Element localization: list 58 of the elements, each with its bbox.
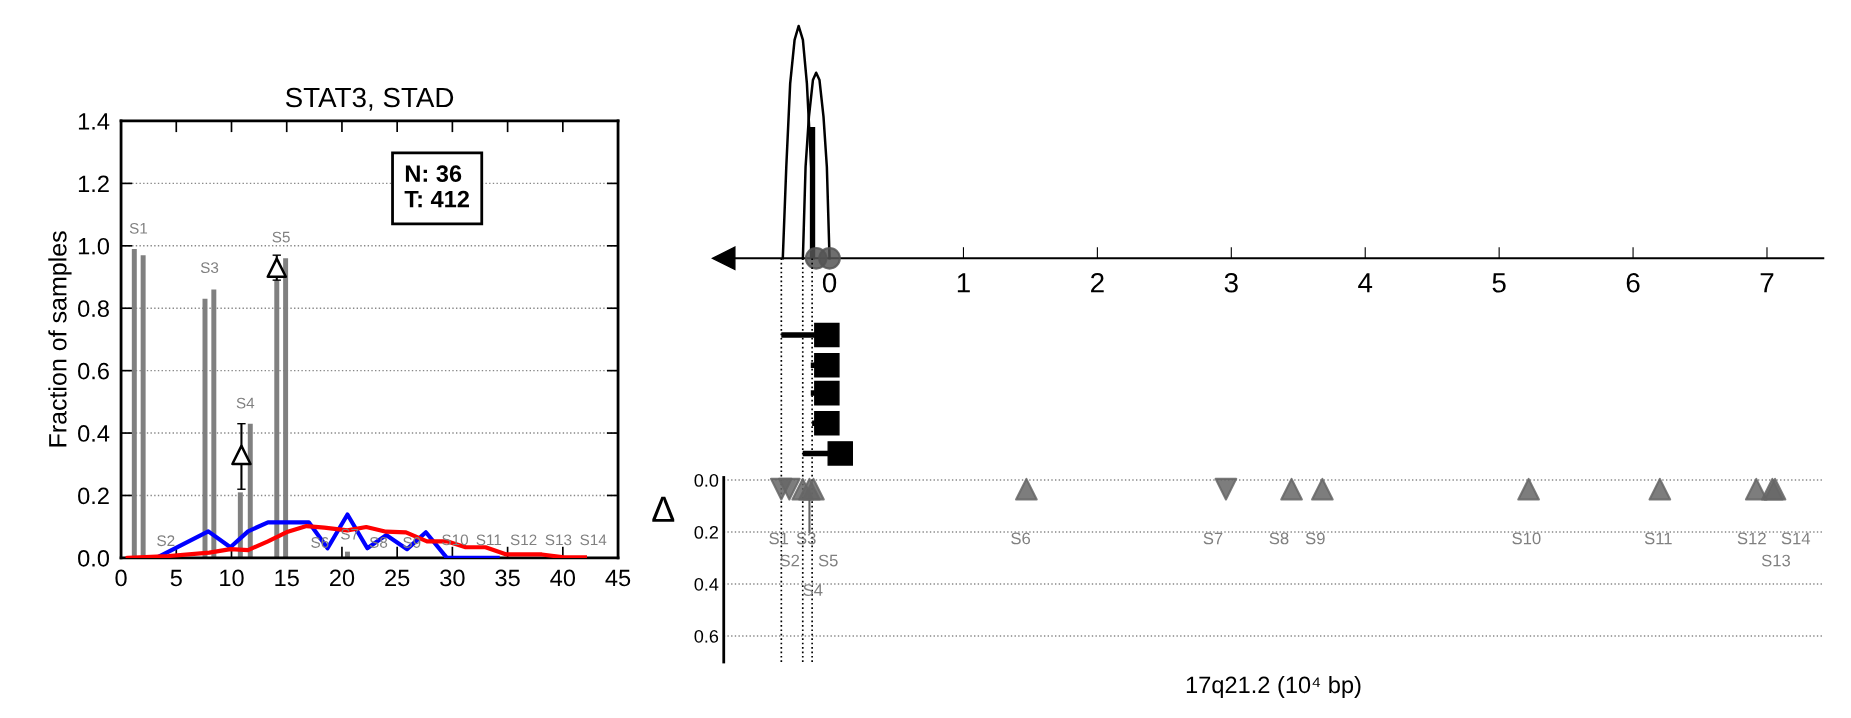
annotation: S8: [1269, 532, 1289, 545]
annotation: S11: [1644, 532, 1672, 545]
annotation: S4: [803, 584, 823, 596]
annotation: S14: [580, 534, 607, 546]
x-tick-label: 35: [495, 569, 520, 587]
annotation: S12: [510, 534, 537, 546]
y-tick-label: 0.4: [78, 425, 110, 442]
x-tick-label: 20: [330, 569, 355, 587]
x-tick-label: 3: [1224, 272, 1238, 293]
chart-title: STAT3, STAD: [285, 87, 454, 111]
annotation: S14: [1781, 532, 1811, 545]
x-tick-label: 0: [822, 272, 837, 293]
x-tick-label: 40: [550, 569, 576, 587]
y-tick-label: 0.4: [694, 577, 719, 591]
x-tick-label: 5: [1492, 273, 1506, 293]
y-tick-label: 0.0: [694, 474, 719, 487]
x-tick-label: 15: [275, 569, 299, 587]
y-tick-label: 0.2: [694, 525, 718, 539]
annotation: S1: [769, 532, 789, 545]
annotation: S11: [476, 534, 502, 546]
x-tick-label: 45: [605, 569, 631, 587]
annotation: S10: [1512, 532, 1541, 545]
annotation: S6: [1011, 532, 1031, 545]
annotation: S2: [157, 535, 175, 547]
x-tick-label: 10: [220, 569, 244, 587]
x-tick-label: 1: [957, 273, 970, 293]
x-tick-label: 30: [440, 569, 465, 587]
annotation: S13: [545, 534, 572, 546]
annotation: S7: [1203, 532, 1223, 545]
annotation: S3: [200, 262, 219, 274]
annotation: S4: [236, 397, 255, 409]
annotation: S1: [129, 222, 148, 234]
y-tick-label: 0.2: [78, 487, 109, 505]
annotation: N: 36 T: 412: [404, 165, 470, 208]
x-axis-title: 17q21.2 (10⁴ bp): [1186, 675, 1361, 698]
annotation: S2: [780, 554, 800, 567]
annotation: S13: [1761, 554, 1791, 567]
annotation: S5: [272, 231, 290, 243]
y-tick-label: 0.6: [694, 629, 719, 643]
annotation: S12: [1737, 532, 1766, 545]
y-tick-label: 1.2: [78, 175, 109, 192]
x-tick-label: 25: [385, 569, 410, 587]
x-tick-label: 5: [170, 569, 182, 587]
y-tick-label: 0.6: [78, 362, 109, 380]
x-tick-label: 0: [115, 569, 127, 587]
x-tick-label: 2: [1091, 272, 1104, 293]
y-tick-label: 0.8: [78, 300, 109, 318]
x-tick-label: 4: [1358, 273, 1373, 293]
y-tick-label: 1.4: [78, 113, 110, 130]
annotation: S5: [818, 554, 838, 567]
y-tick-label: 1.0: [78, 237, 110, 255]
annotation: S3: [796, 532, 816, 545]
y-axis-title: Fraction of samples: [48, 231, 72, 447]
y-axis-title: Δ: [652, 496, 675, 522]
x-tick-label: 6: [1626, 272, 1640, 293]
annotation: S9: [1305, 532, 1325, 545]
x-tick-label: 7: [1760, 273, 1774, 293]
y-tick-label: 0.0: [78, 549, 110, 567]
